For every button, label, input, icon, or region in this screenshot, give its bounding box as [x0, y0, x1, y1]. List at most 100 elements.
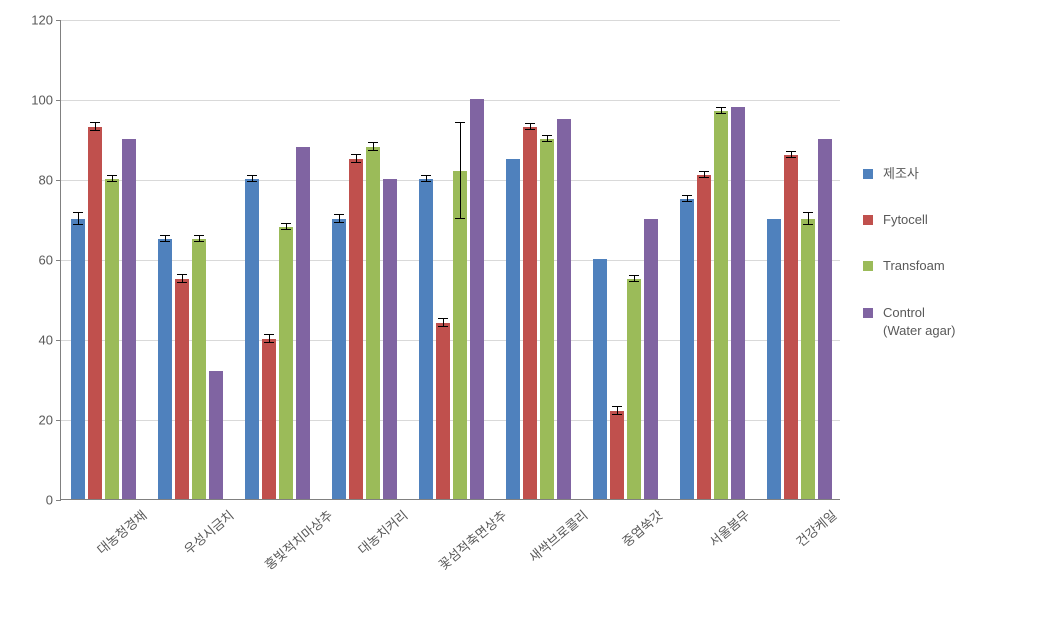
x-tick-label: 서울봄무	[699, 499, 753, 550]
error-cap	[368, 142, 378, 143]
bar	[453, 171, 467, 499]
bar	[332, 219, 346, 499]
error-cap	[247, 175, 257, 176]
error-cap	[629, 275, 639, 276]
error-cap	[699, 171, 709, 172]
bar	[593, 259, 607, 499]
legend-label: Control(Water agar)	[883, 304, 955, 340]
error-cap	[682, 201, 692, 202]
legend-label: Fytocell	[883, 211, 928, 229]
x-tick-label: 우성시금치	[174, 499, 237, 558]
bar	[262, 339, 276, 499]
bar	[419, 179, 433, 499]
error-cap	[351, 154, 361, 155]
category-group: 대농청경채	[71, 20, 136, 499]
bar	[540, 139, 554, 499]
bar	[383, 179, 397, 499]
error-cap	[264, 334, 274, 335]
category-group: 꽃섬적축면상추	[419, 20, 484, 499]
error-cap	[160, 241, 170, 242]
bar	[818, 139, 832, 499]
bar	[366, 147, 380, 499]
error-cap	[438, 326, 448, 327]
error-cap	[421, 175, 431, 176]
y-tick-label: 40	[39, 333, 61, 348]
error-cap	[107, 181, 117, 182]
legend-item: Transfoam	[863, 257, 1023, 275]
category-group: 건강케일	[767, 20, 832, 499]
error-bar	[460, 123, 461, 219]
chart-container: 020406080100120대농청경채우성시금치홍빛적치마상추대농치커리꽃섬적…	[0, 0, 1043, 630]
error-cap	[542, 135, 552, 136]
error-cap	[682, 195, 692, 196]
bar	[349, 159, 363, 499]
y-tick-label: 0	[46, 493, 61, 508]
error-cap	[334, 222, 344, 223]
error-cap	[803, 224, 813, 225]
x-tick-label: 꽃섬적축면상추	[429, 499, 510, 574]
legend-item: 제조사	[863, 165, 1023, 183]
y-tick-label: 60	[39, 253, 61, 268]
bar	[175, 279, 189, 499]
y-tick-label: 120	[31, 13, 61, 28]
legend-label: Transfoam	[883, 257, 945, 275]
bar	[436, 323, 450, 499]
x-tick-label: 대농청경채	[87, 499, 150, 558]
error-cap	[786, 151, 796, 152]
error-cap	[194, 235, 204, 236]
error-cap	[455, 218, 465, 219]
error-cap	[351, 162, 361, 163]
error-cap	[786, 157, 796, 158]
bar	[714, 111, 728, 499]
error-cap	[699, 177, 709, 178]
bar	[610, 411, 624, 499]
error-cap	[716, 107, 726, 108]
error-cap	[264, 342, 274, 343]
error-cap	[90, 122, 100, 123]
bar	[209, 371, 223, 499]
error-cap	[421, 181, 431, 182]
error-cap	[90, 130, 100, 131]
error-cap	[73, 224, 83, 225]
category-group: 홍빛적치마상추	[245, 20, 310, 499]
bar	[506, 159, 520, 499]
bar	[245, 179, 259, 499]
x-tick-label: 홍빛적치마상추	[255, 499, 336, 574]
error-cap	[247, 181, 257, 182]
bar	[296, 147, 310, 499]
x-tick-label: 새싹브로콜리	[519, 499, 591, 566]
error-cap	[194, 241, 204, 242]
bar	[784, 155, 798, 499]
bar	[279, 227, 293, 499]
legend-swatch	[863, 169, 873, 179]
error-cap	[803, 212, 813, 213]
x-tick-label: 건강케일	[786, 499, 840, 550]
category-group: 중엽쑥갓	[593, 20, 658, 499]
error-cap	[438, 318, 448, 319]
bar	[71, 219, 85, 499]
bar	[767, 219, 781, 499]
bar	[192, 239, 206, 499]
category-group: 우성시금치	[158, 20, 223, 499]
error-cap	[368, 150, 378, 151]
legend-swatch	[863, 261, 873, 271]
error-cap	[160, 235, 170, 236]
plot-area: 020406080100120대농청경채우성시금치홍빛적치마상추대농치커리꽃섬적…	[60, 20, 840, 500]
error-cap	[107, 175, 117, 176]
error-cap	[281, 229, 291, 230]
bar	[801, 219, 815, 499]
y-tick-label: 100	[31, 93, 61, 108]
error-cap	[612, 406, 622, 407]
error-cap	[334, 214, 344, 215]
legend-label: 제조사	[883, 165, 919, 183]
bar	[470, 99, 484, 499]
legend-swatch	[863, 215, 873, 225]
error-cap	[629, 281, 639, 282]
bar	[105, 179, 119, 499]
bar	[523, 127, 537, 499]
bar	[697, 175, 711, 499]
bar	[644, 219, 658, 499]
y-tick-label: 20	[39, 413, 61, 428]
bar	[557, 119, 571, 499]
bar	[158, 239, 172, 499]
